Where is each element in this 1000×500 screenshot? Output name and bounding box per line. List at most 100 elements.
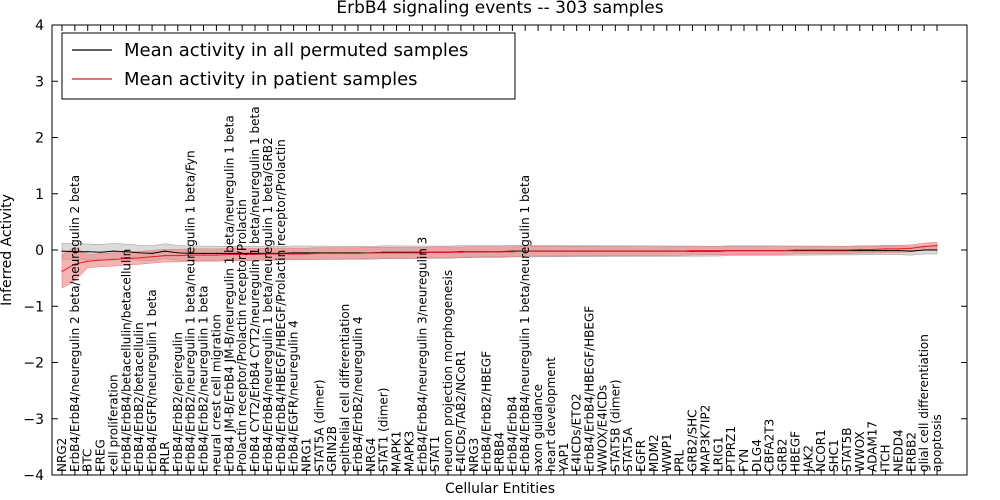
entity-label: HBEGF [788,431,802,472]
data-point [87,260,89,262]
chart-title: ErbB4 signaling events -- 303 samples [336,0,663,18]
data-point [666,250,668,252]
data-point [601,250,604,252]
entity-label: ErbB4/ErbB2/neuregulin 1 beta/neuregulin… [184,150,198,472]
entity-label: CBFA2T3 [763,419,777,472]
y-tick-label: 0 [35,243,44,259]
data-point [717,249,719,252]
entity-label: ErbB4/ErbB2/betacellulin [132,322,146,472]
data-point [820,249,822,251]
data-point [524,250,526,252]
data-point [305,252,308,254]
data-point [215,252,218,254]
data-point [473,251,475,253]
entity-label: ITCH [879,444,893,472]
data-point [215,254,218,256]
data-point [74,263,76,265]
y-tick-label: 4 [35,18,44,34]
entity-label: apoptosis [930,414,944,472]
data-point [357,252,359,254]
entity-label: heart development [544,357,558,472]
data-point [833,249,835,251]
entity-label: STAT5B [840,428,854,473]
entity-label: ErbB4/ErbB2/epiregulin [171,332,185,472]
data-point [588,250,591,252]
data-point [177,255,179,257]
entity-label: MAP3K7IP2 [698,405,712,472]
entity-label: E4ICDs/ETO2 [570,393,584,472]
entity-label: STAT5B (dimer) [608,379,622,472]
entity-label: ErbB4 JM-B/ErbB4 JM-B/neuregulin 1 beta/… [222,115,236,472]
data-point [293,252,295,254]
data-point [190,252,192,254]
entity-label: GRB2 [776,438,790,472]
data-point [395,252,398,254]
data-point [807,249,809,251]
data-point [421,252,423,254]
entity-label: ErbB4/ErbB2/HBEGF [480,351,494,472]
data-point [100,259,102,261]
data-point [344,252,346,254]
entity-label: MAPK3 [402,431,416,472]
data-point [498,251,501,253]
entity-label: glial cell differentiation [917,334,931,472]
legend-box [61,32,516,100]
data-point [781,249,784,252]
data-point [846,249,848,251]
data-point [61,250,63,252]
data-point [859,249,861,252]
entity-label: NRG1 [299,438,313,472]
data-point [563,250,565,252]
data-point [100,251,102,253]
data-point [125,251,127,253]
entity-label: ErbB4/ErbB2/neuregulin 1 beta [197,285,211,472]
entity-label: ErbB4/ErbB4/HBEGF/HBEGF [583,306,597,472]
y-tick-label: 2 [35,131,44,147]
y-axis-title: Inferred Activity [0,194,15,306]
data-point [164,255,166,257]
entity-label: ERBB2 [904,432,918,472]
entity-label: JAK2 [801,445,815,473]
entity-label: Prolactin receptor/Prolactin receptor/Pr… [235,199,249,472]
data-point [897,249,899,252]
data-point [305,253,308,255]
data-point [125,257,127,260]
data-point [241,252,243,254]
data-point [228,253,230,256]
data-point [640,250,642,252]
entity-label: ErbB4/ErbB4/neuregulin 1 beta/neuregulin… [261,137,275,472]
y-tick-label: −2 [23,356,44,372]
data-point [74,251,76,253]
data-point [177,252,179,254]
data-point [370,252,372,254]
entity-label: YAP1 [557,443,571,473]
y-tick-label: −1 [23,299,44,315]
data-point [241,253,243,256]
y-tick-label: 3 [35,74,44,90]
entity-label: cell proliferation [106,374,120,472]
entity-label: NRG4 [364,438,378,472]
entity-label: EREG [94,439,108,472]
entity-label: NRG3 [467,438,481,472]
data-point [653,250,655,252]
data-point [112,258,115,261]
data-point [331,252,333,254]
legend-label-patient: Mean activity in patient samples [124,69,418,90]
entity-label: STAT5A [621,427,635,472]
data-point [61,270,63,272]
data-point [447,251,449,253]
data-point [897,248,899,250]
data-point [267,253,269,255]
data-point [872,249,874,252]
data-point [280,253,282,255]
entity-label: DLG4 [750,439,764,472]
data-point [202,252,205,254]
entity-label: WWOX [853,431,867,472]
y-tick-label: 1 [35,187,44,203]
data-point [884,248,887,250]
data-point [691,249,694,252]
data-point [614,250,616,252]
data-point [730,249,732,252]
data-point [859,248,861,251]
data-point [151,256,153,258]
